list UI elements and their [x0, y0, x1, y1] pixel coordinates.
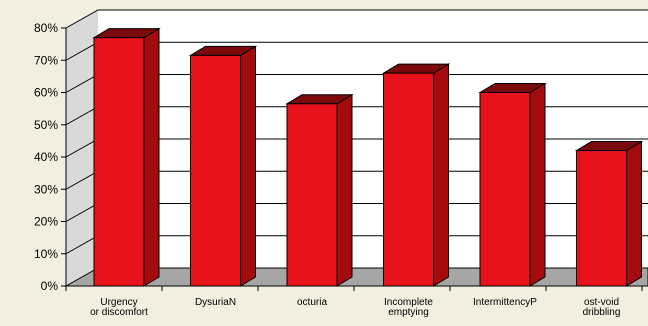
bar-front — [191, 55, 241, 286]
bar — [287, 95, 352, 286]
x-tick-label: Incomplete emptying — [384, 297, 433, 318]
bar-front — [577, 151, 627, 286]
bar-front — [480, 93, 530, 287]
bar — [94, 29, 159, 286]
y-tick-label: 0% — [41, 279, 59, 293]
bar — [384, 64, 449, 286]
y-tick-label: 40% — [34, 150, 58, 164]
x-tick-label: ost-void dribbling — [583, 297, 621, 318]
x-tick-label: DysuriaN — [195, 297, 236, 308]
bar — [191, 46, 256, 286]
bar-front — [94, 38, 144, 286]
bar-side — [144, 29, 159, 286]
bar-side — [337, 95, 352, 286]
y-tick-label: 80% — [34, 21, 58, 35]
bar-front — [287, 104, 337, 286]
bar — [577, 142, 642, 286]
bar-side — [434, 64, 449, 286]
bar-side — [627, 142, 642, 286]
y-tick-label: 50% — [34, 118, 58, 132]
bar-front — [384, 73, 434, 286]
bar-side — [530, 84, 545, 287]
y-tick-label: 30% — [34, 182, 58, 196]
y-tick-label: 20% — [34, 215, 58, 229]
x-tick-label: Urgency or discomfort — [90, 297, 148, 318]
y-tick-label: 10% — [34, 247, 58, 261]
y-tick-label: 60% — [34, 86, 58, 100]
x-tick-label: octuria — [297, 297, 327, 308]
bar — [480, 84, 545, 287]
x-axis-labels: Urgency or discomfort DysuriaN octuria Incom… — [90, 297, 620, 318]
bar-side — [241, 46, 256, 286]
x-tick-label: IntermittencyP — [473, 297, 537, 308]
y-tick-label: 70% — [34, 53, 58, 67]
